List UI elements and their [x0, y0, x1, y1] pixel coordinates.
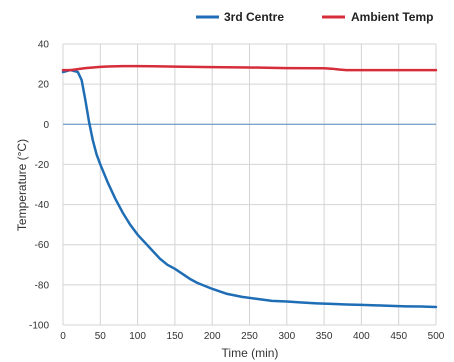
x-axis-tick-labels: 0 50 100 150 200 250 300 350 400 450 500 [60, 331, 445, 342]
y-tick-label: 40 [38, 40, 50, 51]
x-tick-label: 200 [204, 331, 221, 342]
legend-label-ambient-temp: Ambient Temp [351, 10, 433, 24]
y-tick-label: -20 [35, 160, 50, 171]
y-tick-label: -60 [35, 240, 50, 251]
x-tick-label: 150 [167, 331, 184, 342]
y-tick-label: -100 [29, 321, 49, 332]
x-tick-label: 50 [95, 331, 107, 342]
y-axis-tick-labels: -100 -80 -60 -40 -20 0 20 40 [29, 40, 49, 332]
y-tick-label: 0 [43, 120, 49, 131]
series-line-3rd-centre [61, 68, 438, 309]
x-tick-label: 250 [241, 331, 258, 342]
y-tick-label: -40 [35, 200, 50, 211]
x-tick-label: 500 [428, 331, 445, 342]
x-tick-label: 350 [316, 331, 333, 342]
x-tick-label: 400 [353, 331, 370, 342]
x-tick-label: 450 [390, 331, 407, 342]
x-tick-label: 100 [129, 331, 146, 342]
series-layer [61, 64, 438, 309]
y-tick-label: 20 [38, 80, 50, 91]
series-line-ambient-temp [61, 64, 438, 72]
y-tick-label: -80 [35, 280, 50, 291]
chart-legend: 3rd Centre Ambient Temp [196, 10, 433, 24]
legend-label-3rd-centre: 3rd Centre [224, 10, 284, 24]
x-tick-label: 300 [278, 331, 295, 342]
y-axis-title: Temperature (°C) [15, 139, 29, 231]
x-tick-label: 0 [60, 331, 66, 342]
vertical-gridlines [62, 44, 437, 325]
x-axis-title: Time (min) [222, 346, 279, 360]
